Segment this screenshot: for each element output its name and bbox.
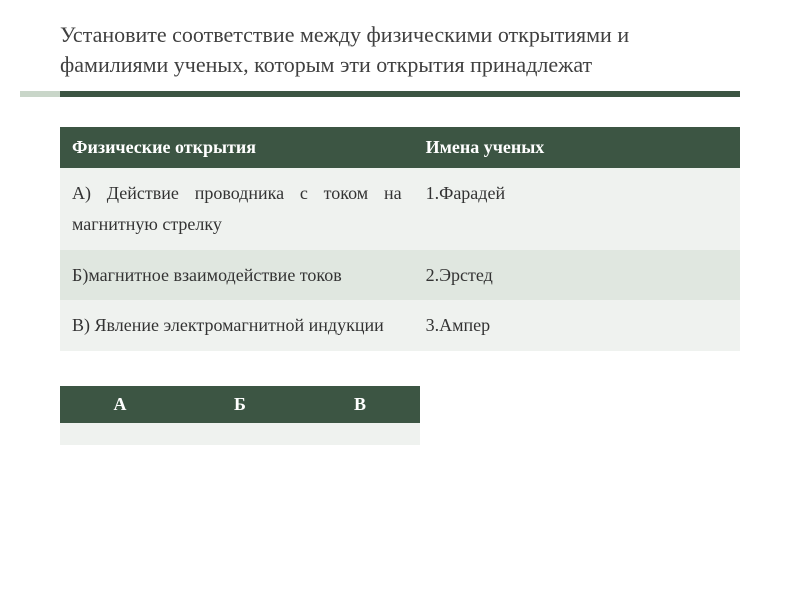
answer-cell-b[interactable] xyxy=(180,423,300,445)
scientist-cell: 3.Ампер xyxy=(414,300,740,351)
answer-header-b: Б xyxy=(180,386,300,423)
matching-table: Физические открытия Имена ученых А) Дейс… xyxy=(60,127,740,350)
accent-bar-dark xyxy=(60,91,740,97)
discovery-cell: А) Действие проводника с током на магнит… xyxy=(60,168,414,249)
answer-table: А Б В xyxy=(60,386,420,445)
discovery-cell: В) Явление электромагнитной индукции xyxy=(60,300,414,351)
answer-table-header-row: А Б В xyxy=(60,386,420,423)
table-row: В) Явление электромагнитной индукции 3.А… xyxy=(60,300,740,351)
accent-bar xyxy=(20,91,740,97)
answer-header-v: В xyxy=(300,386,420,423)
matching-table-header-row: Физические открытия Имена ученых xyxy=(60,127,740,168)
discovery-cell: Б)магнитное взаимодействие токов xyxy=(60,250,414,301)
table-row: А) Действие проводника с током на магнит… xyxy=(60,168,740,249)
matching-table-header-left: Физические открытия xyxy=(60,127,414,168)
scientist-cell: 2.Эрстед xyxy=(414,250,740,301)
answer-cell-v[interactable] xyxy=(300,423,420,445)
table-row: Б)магнитное взаимодействие токов 2.Эрсте… xyxy=(60,250,740,301)
answer-cell-a[interactable] xyxy=(60,423,180,445)
slide-title: Установите соответствие между физическим… xyxy=(60,20,740,79)
scientist-cell: 1.Фарадей xyxy=(414,168,740,249)
answer-table-input-row xyxy=(60,423,420,445)
answer-header-a: А xyxy=(60,386,180,423)
accent-bar-light xyxy=(20,91,60,97)
matching-table-header-right: Имена ученых xyxy=(414,127,740,168)
